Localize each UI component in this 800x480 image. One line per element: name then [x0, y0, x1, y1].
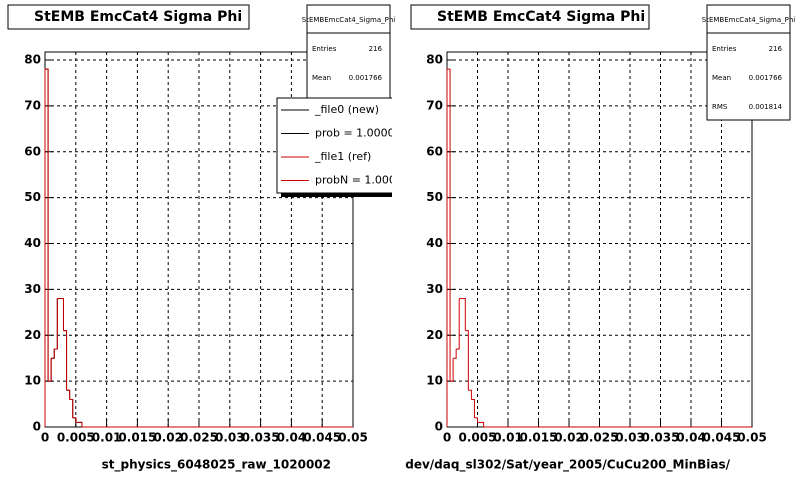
x-tick-label: 0.05	[338, 431, 368, 445]
histogram-bin	[60, 298, 64, 331]
histogram-bin	[63, 330, 68, 391]
y-tick-label: 50	[24, 190, 41, 204]
x-tick-label: 0.01	[92, 431, 122, 445]
histogram-bin	[66, 389, 71, 400]
x-tick-label: 0.04	[277, 431, 307, 445]
legend-label: prob = 1.000000	[315, 127, 409, 140]
y-tick-label: 10	[24, 374, 41, 388]
legend-label: _file0 (new)	[314, 103, 379, 116]
stats-box	[706, 4, 791, 121]
histogram-bin	[44, 68, 49, 427]
stats-title: StEMBEmcCat4_Sigma_Phi	[302, 16, 396, 24]
x-tick-label: 0.045	[303, 431, 341, 445]
stats-value: 0.001766	[349, 74, 383, 82]
x-tick-label: 0.005	[57, 431, 95, 445]
histogram-bin	[450, 358, 454, 382]
x-tick-label: 0.035	[642, 431, 680, 445]
y-tick-label: 0	[435, 420, 443, 434]
histogram-bin	[453, 349, 457, 359]
x-tick-label: 0.04	[676, 431, 706, 445]
histogram-bin	[54, 298, 58, 350]
histogram-bin	[480, 421, 485, 427]
x-tick-label: 0.02	[153, 431, 183, 445]
chart-title: StEMB EmcCat4 Sigma Phi	[437, 9, 645, 25]
x-tick-label: 0.03	[615, 431, 645, 445]
x-tick-label: 0.025	[581, 431, 619, 445]
y-tick-label: 0	[33, 420, 41, 434]
legend-box	[276, 97, 392, 194]
legend: _file0 (new) prob = 1.000000 _file1 (ref) p…	[276, 97, 417, 197]
histogram-bin	[471, 398, 475, 418]
histogram-bin	[72, 417, 77, 423]
y-tick-label: 80	[24, 53, 41, 67]
chart-title: StEMB EmcCat4 Sigma Phi	[34, 9, 242, 25]
y-tick-label: 20	[426, 328, 443, 342]
stats-label: Mean	[712, 74, 731, 82]
legend-label: probN = 1.000000	[315, 174, 417, 187]
histogram-bin	[462, 298, 466, 331]
y-tick-label: 40	[24, 236, 41, 250]
stats-label: Entries	[712, 45, 737, 53]
y-tick-label: 60	[426, 144, 443, 158]
histogram-bin	[78, 421, 83, 427]
x-tick-label: 0.015	[520, 431, 558, 445]
histogram-bin	[446, 68, 451, 427]
x-tick-label: 0.045	[703, 431, 741, 445]
stats-value: 216	[769, 45, 783, 53]
y-tick-label: 30	[24, 282, 41, 296]
x-tick-label: 0.01	[493, 431, 523, 445]
histogram-bin	[456, 298, 460, 350]
stats-value: 216	[369, 45, 383, 53]
x-tick-label: 0	[41, 431, 49, 445]
y-tick-label: 30	[426, 282, 443, 296]
x-tick-label: 0.035	[242, 431, 280, 445]
x-tick-label: 0	[443, 431, 451, 445]
histogram-bin	[474, 417, 478, 423]
x-tick-label: 0.025	[180, 431, 218, 445]
x-axis-label: st_physics_6048025_raw_1020002	[102, 458, 331, 473]
stats-label: Mean	[312, 74, 331, 82]
stats-value: 0.001766	[749, 74, 783, 82]
histogram-bin	[48, 358, 52, 382]
y-tick-label: 70	[426, 98, 443, 112]
title-box	[7, 4, 250, 30]
histogram-bin	[51, 349, 55, 359]
title-box	[410, 4, 650, 30]
y-tick-label: 50	[426, 190, 443, 204]
stats-label: Entries	[312, 45, 337, 53]
x-axis-label: dev/daq_sl302/Sat/year_2005/CuCu200_MinB…	[405, 458, 730, 473]
y-tick-label: 20	[24, 328, 41, 342]
x-tick-label: 0.05	[737, 431, 767, 445]
stats-label: RMS	[712, 103, 728, 111]
y-tick-label: 10	[426, 374, 443, 388]
stats-title: StEMBEmcCat4_Sigma_Phi	[702, 16, 796, 24]
stats-box	[306, 4, 391, 101]
histogram-bin	[468, 389, 472, 400]
stats-value: 0.001814	[749, 103, 783, 111]
x-tick-label: 0.03	[215, 431, 245, 445]
y-tick-label: 80	[426, 53, 443, 67]
x-tick-label: 0.02	[554, 431, 584, 445]
histogram-bin	[69, 398, 74, 418]
legend-label: _file1 (ref)	[314, 150, 371, 163]
histogram-bin	[465, 330, 469, 391]
y-tick-label: 40	[426, 236, 443, 250]
y-tick-label: 70	[24, 98, 41, 112]
x-tick-label: 0.005	[459, 431, 497, 445]
y-tick-label: 60	[24, 144, 41, 158]
x-tick-label: 0.015	[118, 431, 156, 445]
